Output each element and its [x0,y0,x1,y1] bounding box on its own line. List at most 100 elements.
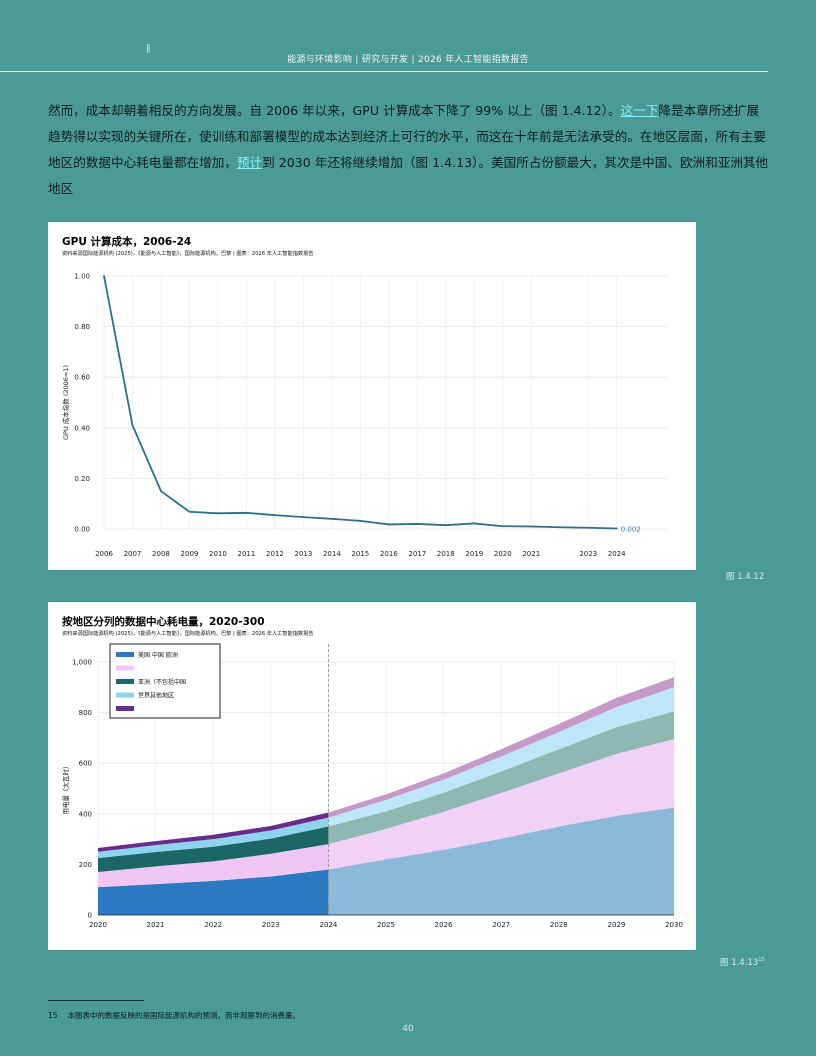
x-tick-label: 2020 [89,921,107,929]
data-point [444,524,447,527]
data-point [217,512,219,515]
x-tick-label: 2029 [607,921,625,929]
data-point [359,520,362,522]
y-tick-label: 1,000 [72,659,92,667]
x-tick-label: 2015 [351,550,369,558]
area-series-4-actual [98,817,329,859]
data-point [188,510,191,513]
data-point [501,525,504,528]
y-tick-label: 800 [79,709,92,717]
footnote-number: 15 [48,1011,58,1020]
chart-title: 按地区分列的数据中心耗电量，2020-300 [62,616,265,628]
area-series-5-actual [98,812,329,852]
figure-label-text: 图 1.4.13 [720,958,759,968]
data-point [387,523,390,526]
figure-label-sup: 15 [758,957,765,964]
legend-swatch [116,652,134,657]
end-value-label: 0.002 [621,525,641,533]
area-series-1-projected [328,807,674,915]
data-point [558,526,561,529]
body-link-1[interactable]: 这一下 [620,103,659,118]
figure-gpu-cost-card: GPU 计算成本，2006-24 资料来源国际能源机构 (2025)，《能源与人… [48,222,696,570]
area-series-3-projected [328,711,674,845]
x-tick-label: 2009 [181,550,199,558]
x-tick-label: 2019 [465,550,483,558]
data-point [587,526,590,529]
page-number: 40 [402,1024,414,1034]
data-point [160,490,162,492]
y-axis-label: GPU 成本指数 (2006=1) [61,365,70,440]
x-tick-label: 2026 [435,921,453,929]
x-tick-label: 2023 [262,921,280,929]
x-tick-label: 2011 [238,550,256,558]
x-tick-label: 2010 [209,550,227,558]
y-tick-label: 200 [79,861,92,869]
chart-source: 资料来源国际能源机构 (2025)，《能源与人工智能》，国际能源机构，巴黎 | … [62,251,314,257]
data-point [245,511,248,514]
chart-source: 资料来源国际能源机构 (2025)，《能源与人工智能》，国际能源机构，巴黎 | … [62,631,314,637]
x-tick-label: 2024 [319,921,337,929]
data-point [330,517,333,520]
footnote-text: 本图表中的数据反映的是国际能源机构的预测，而非观察到的消费量。 [67,1011,301,1020]
legend-label: 世界其他地区 [138,692,174,700]
x-tick-label: 2021 [147,921,165,929]
figure-datacenter-power-card: 按地区分列的数据中心耗电量，2020-300 资料来源国际能源机构 (2025)… [48,602,696,950]
legend-swatch [116,679,134,684]
chart-title: GPU 计算成本，2006-24 [62,236,192,248]
x-tick-label: 2028 [550,921,568,929]
data-point [530,525,533,528]
body-text-part3: 到 2030 年还将继续增加（图 1.4.13）。美国所占份额最大，其次是中国、… [48,155,769,196]
header-divider [0,71,768,72]
x-tick-label: 2014 [323,550,341,558]
y-tick-label: 600 [79,760,92,768]
x-tick-label: 2013 [294,550,312,558]
x-tick-label: 2030 [665,921,683,929]
area-series-4-projected [328,687,674,827]
x-tick-label: 2025 [377,921,395,929]
x-tick-label: 2017 [408,550,426,558]
body-text-part2: 降是本章所述扩展趋势得以实现的关键所在，使训练和部署模型的成本达到经济上可行的水… [48,103,766,170]
x-tick-label: 2027 [492,921,510,929]
legend-label: 亚洲（不包括中国 [138,678,186,686]
x-tick-label: 2016 [380,550,398,558]
running-header: 能源与环境影响 | 研究与开发 | 2026 年人工智能指数报告 [287,55,529,65]
data-point [302,516,305,519]
y-axis-label: 用电量（太瓦时） [61,763,70,815]
data-point [103,275,105,277]
area-series-3-actual [98,826,329,872]
area-series-5-projected [328,677,674,818]
x-tick-label: 2018 [437,550,455,558]
x-tick-label: 2021 [522,550,540,558]
x-tick-label: 2024 [608,550,626,558]
legend-swatch [116,706,134,711]
data-point [131,424,134,427]
y-tick-label: 0.00 [74,526,90,534]
x-tick-label: 2012 [266,550,284,558]
area-series-2-projected [328,739,674,870]
figure-label-2: 图 1.4.1315 [720,956,765,968]
y-tick-label: 0.20 [74,475,90,483]
body-paragraph: 然而，成本却朝着相反的方向发展。自 2006 年以来，GPU 计算成本下降了 9… [48,98,770,202]
x-tick-label: 2007 [124,550,142,558]
footnote: 15 本图表中的数据反映的是国际能源机构的预测，而非观察到的消费量。 [48,1010,300,1021]
figure-label-1: 图 1.4.12 [726,572,765,582]
data-point [473,522,476,525]
y-tick-label: 0 [88,912,92,920]
page-mark: ∥ [146,44,151,54]
y-tick-label: 400 [79,810,92,818]
legend-swatch [116,692,134,698]
body-text-part1: 然而，成本却朝着相反的方向发展。自 2006 年以来，GPU 计算成本下降了 9… [48,103,621,118]
data-point [615,527,618,530]
data-point [416,523,419,525]
x-tick-label: 2022 [204,921,222,929]
x-tick-label: 2023 [579,550,597,558]
body-link-2[interactable]: 预计 [236,155,263,170]
x-tick-label: 2020 [494,550,512,558]
area-series-1-actual [98,869,329,915]
x-tick-label: 2008 [152,550,170,558]
legend-label: 美国 中国 欧洲 [138,651,178,659]
y-tick-label: 0.40 [74,424,90,432]
gpu-cost-line-chart: 1.00 0.80 0.60 0.40 0.20 0.00 2006 2007 2008 2009… [61,273,668,558]
area-series-2-actual [98,844,329,888]
